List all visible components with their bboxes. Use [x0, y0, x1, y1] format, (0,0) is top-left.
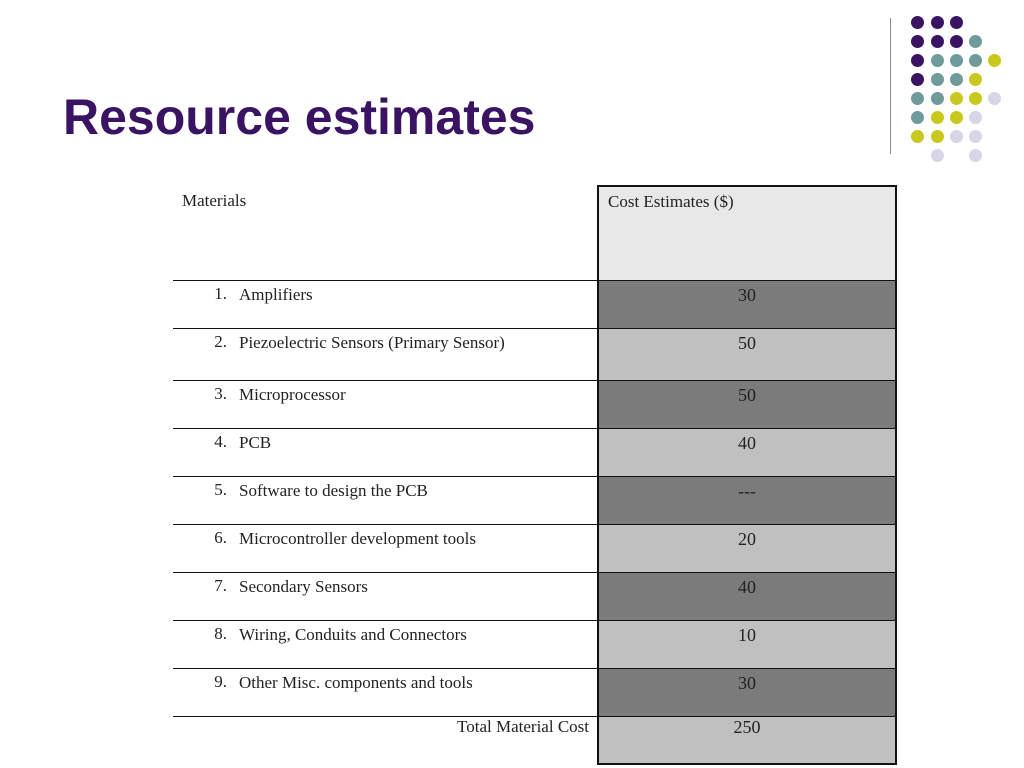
item-number: 7. — [214, 575, 227, 595]
cost-value: 50 — [597, 380, 897, 429]
decorative-dot — [950, 16, 963, 29]
decorative-dot — [988, 54, 1001, 67]
cost-value: --- — [597, 476, 897, 525]
decorative-dot — [969, 111, 982, 124]
decorative-dot — [969, 149, 982, 162]
cost-value: 10 — [597, 620, 897, 669]
cost-value: 30 — [597, 668, 897, 717]
material-name: PCB — [239, 432, 272, 452]
cost-value: 30 — [597, 280, 897, 329]
decorative-dot — [969, 92, 982, 105]
decorative-divider — [890, 18, 891, 154]
cost-column-header: Cost Estimates ($) — [597, 185, 897, 281]
table-header-row: Materials Cost Estimates ($) — [173, 185, 897, 281]
material-name: Software to design the PCB — [239, 480, 428, 500]
decorative-dot — [969, 35, 982, 48]
material-name: Microcontroller development tools — [239, 528, 476, 548]
decorative-dot — [911, 35, 924, 48]
material-name: Other Misc. components and tools — [239, 672, 473, 692]
item-number: 8. — [214, 623, 227, 643]
table-row: 3. Microprocessor 50 — [173, 380, 897, 429]
decorative-dot — [950, 73, 963, 86]
decorative-dot — [931, 92, 944, 105]
item-number: 4. — [214, 431, 227, 451]
decorative-dot — [950, 111, 963, 124]
decorative-dot — [911, 111, 924, 124]
decorative-dot — [911, 92, 924, 105]
decorative-dot — [969, 130, 982, 143]
decorative-dot — [931, 16, 944, 29]
materials-cost-table: Materials Cost Estimates ($) 1. Amplifie… — [173, 185, 897, 765]
decorative-dot — [931, 149, 944, 162]
cost-value: 40 — [597, 428, 897, 477]
slide-title: Resource estimates — [63, 89, 536, 145]
material-name: Secondary Sensors — [239, 576, 368, 596]
material-name: Amplifiers — [239, 284, 313, 304]
materials-column-header: Materials — [173, 186, 598, 281]
item-number: 1. — [214, 283, 227, 303]
material-name: Wiring, Conduits and Connectors — [239, 624, 467, 644]
table-row: 1. Amplifiers 30 — [173, 280, 897, 329]
decorative-dot — [931, 73, 944, 86]
total-row: Total Material Cost 250 — [173, 716, 897, 765]
cost-value: 40 — [597, 572, 897, 621]
item-number: 9. — [214, 671, 227, 691]
decorative-dot — [931, 35, 944, 48]
cost-value: 50 — [597, 328, 897, 381]
decorative-dot — [950, 130, 963, 143]
decorative-dot — [969, 54, 982, 67]
decorative-dot — [911, 73, 924, 86]
decorative-dot — [969, 73, 982, 86]
table-row: 6. Microcontroller development tools 20 — [173, 524, 897, 573]
item-number: 6. — [214, 527, 227, 547]
decorative-dot — [988, 92, 1001, 105]
item-number: 2. — [214, 331, 227, 351]
total-label: Total Material Cost — [457, 716, 589, 736]
cost-value: 20 — [597, 524, 897, 573]
table-row: 8. Wiring, Conduits and Connectors 10 — [173, 620, 897, 669]
material-name: Piezoelectric Sensors (Primary Sensor) — [239, 332, 505, 352]
item-number: 5. — [214, 479, 227, 499]
table-row: 5. Software to design the PCB --- — [173, 476, 897, 525]
table-row: 4. PCB 40 — [173, 428, 897, 477]
decorative-dot — [911, 130, 924, 143]
decorative-dot — [950, 54, 963, 67]
total-value: 250 — [597, 716, 897, 765]
decorative-dot — [911, 16, 924, 29]
material-name: Microprocessor — [239, 384, 346, 404]
table-row: 2. Piezoelectric Sensors (Primary Sensor… — [173, 328, 897, 381]
decorative-dot — [950, 92, 963, 105]
table-row: 9. Other Misc. components and tools 30 — [173, 668, 897, 717]
decorative-dot — [931, 111, 944, 124]
decorative-dot — [911, 54, 924, 67]
item-number: 3. — [214, 383, 227, 403]
decorative-dot — [931, 54, 944, 67]
decorative-dot — [950, 35, 963, 48]
table-row: 7. Secondary Sensors 40 — [173, 572, 897, 621]
decorative-dot — [931, 130, 944, 143]
